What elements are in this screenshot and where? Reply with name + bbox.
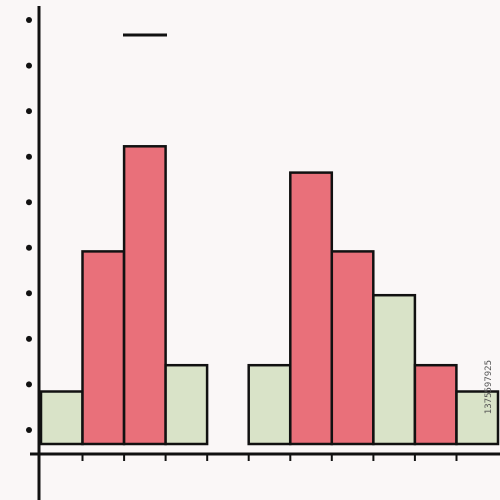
bar-9 bbox=[372, 293, 417, 446]
bar-2 bbox=[81, 250, 126, 446]
bar-10 bbox=[413, 363, 458, 446]
bar-7 bbox=[289, 171, 334, 446]
bar-4 bbox=[164, 363, 209, 446]
y-tick-2 bbox=[26, 381, 32, 388]
y-tick-8 bbox=[26, 108, 32, 115]
watermark-id: 1375597925 bbox=[484, 360, 494, 415]
y-tick-3 bbox=[26, 335, 32, 342]
bar-6 bbox=[247, 363, 292, 446]
y-tick-10 bbox=[26, 17, 32, 23]
y-tick-6 bbox=[26, 199, 32, 206]
y-tick-5 bbox=[26, 244, 32, 251]
bar-8 bbox=[330, 250, 375, 446]
y-tick-9 bbox=[26, 62, 32, 69]
bars-group bbox=[39, 145, 500, 446]
y-tick-7 bbox=[26, 153, 32, 160]
bar-11 bbox=[455, 390, 500, 446]
axes-group bbox=[26, 6, 500, 500]
bar-1 bbox=[39, 390, 84, 446]
y-tick-4 bbox=[26, 290, 32, 297]
y-tick-1 bbox=[26, 427, 32, 433]
bar-3 bbox=[122, 145, 167, 446]
